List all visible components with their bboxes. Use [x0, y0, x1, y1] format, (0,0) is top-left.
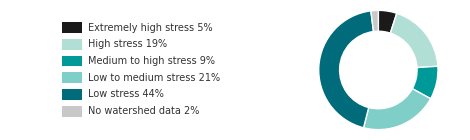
Wedge shape: [378, 10, 397, 33]
Text: No watershed data 2%: No watershed data 2%: [88, 106, 199, 116]
Text: Medium to high stress 9%: Medium to high stress 9%: [88, 56, 215, 66]
Bar: [63, 22, 82, 33]
Wedge shape: [412, 66, 438, 99]
Bar: [63, 106, 82, 116]
Text: Low to medium stress 21%: Low to medium stress 21%: [88, 73, 220, 83]
Text: Low stress 44%: Low stress 44%: [88, 89, 164, 99]
Wedge shape: [371, 10, 378, 32]
Bar: [63, 72, 82, 83]
Bar: [63, 39, 82, 50]
Text: High stress 19%: High stress 19%: [88, 39, 167, 49]
Wedge shape: [363, 89, 431, 130]
Wedge shape: [319, 11, 374, 128]
Text: Extremely high stress 5%: Extremely high stress 5%: [88, 23, 212, 33]
Bar: [63, 89, 82, 100]
Bar: [63, 56, 82, 66]
Wedge shape: [390, 13, 438, 68]
